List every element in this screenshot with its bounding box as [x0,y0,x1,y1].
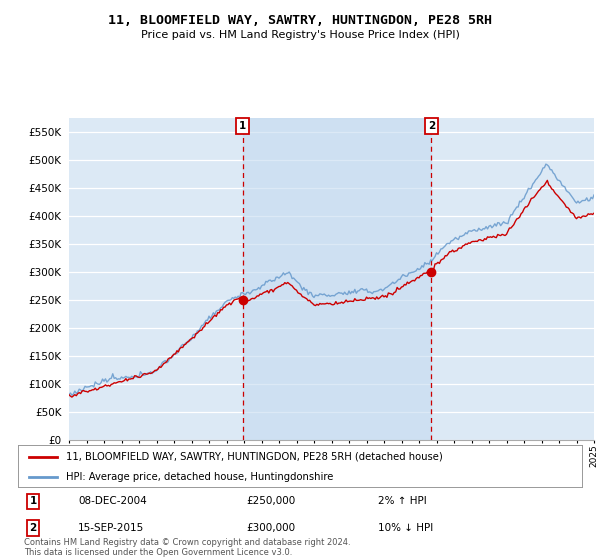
Text: 11, BLOOMFIELD WAY, SAWTRY, HUNTINGDON, PE28 5RH: 11, BLOOMFIELD WAY, SAWTRY, HUNTINGDON, … [108,14,492,27]
Text: £300,000: £300,000 [246,523,295,533]
Text: 08-DEC-2004: 08-DEC-2004 [78,496,147,506]
Text: Contains HM Land Registry data © Crown copyright and database right 2024.
This d: Contains HM Land Registry data © Crown c… [24,538,350,557]
Text: 15-SEP-2015: 15-SEP-2015 [78,523,144,533]
Text: Price paid vs. HM Land Registry's House Price Index (HPI): Price paid vs. HM Land Registry's House … [140,30,460,40]
Bar [242,118,431,440]
Text: £250,000: £250,000 [246,496,295,506]
Text: 2: 2 [428,121,435,131]
Text: HPI: Average price, detached house, Huntingdonshire: HPI: Average price, detached house, Hunt… [66,472,334,482]
Text: 2% ↑ HPI: 2% ↑ HPI [378,496,427,506]
Text: 1: 1 [29,496,37,506]
Text: 2: 2 [29,523,37,533]
Text: 11, BLOOMFIELD WAY, SAWTRY, HUNTINGDON, PE28 5RH (detached house): 11, BLOOMFIELD WAY, SAWTRY, HUNTINGDON, … [66,451,443,461]
Text: 10% ↓ HPI: 10% ↓ HPI [378,523,433,533]
Text: 1: 1 [239,121,246,131]
